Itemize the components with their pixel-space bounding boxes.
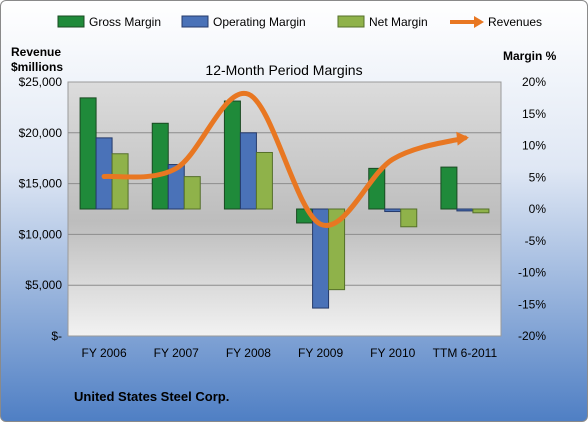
left-tick-label: $10,000 [19,227,63,241]
legend-label-gross-margin: Gross Margin [89,15,161,29]
bar-net-margin [111,153,129,210]
left-tick-label: $5,000 [25,278,62,292]
bar-operating-margin [384,208,402,213]
right-tick-label: -5% [525,234,547,248]
bar-net-margin [183,176,201,210]
category-axis: FY 2006 FY 2007 FY 2008 FY 2009 FY 2010 TTM 6… [82,346,498,360]
legend-label-revenues: Revenues [488,15,542,29]
category-label: FY 2007 [154,346,199,360]
right-axis: 20% 15% 10% 5% 0% -5% -10% -15% -20% [518,75,546,343]
company-name: United States Steel Corp. [74,389,229,404]
plot-area [67,81,502,337]
legend-item-operating-margin: Operating Margin [181,15,306,29]
category-label: FY 2009 [298,346,343,360]
legend-label-operating-margin: Operating Margin [213,15,306,29]
revenues-arrowhead [456,131,469,146]
bar-net-margin [328,208,346,291]
bar-net-margin [400,208,418,228]
legend-swatch-operating-margin [181,15,209,28]
legend-item-gross-margin: Gross Margin [57,15,161,29]
legend-label-net-margin: Net Margin [369,15,428,29]
left-tick-label: $- [51,329,62,343]
left-axis-title-line2: $millions [11,60,63,74]
gridlines [68,132,501,286]
left-tick-label: $20,000 [19,126,63,140]
legend-item-revenues: Revenues [450,15,542,29]
legend-arrow-revenues [474,16,484,28]
bar-gross-margin [223,100,241,210]
bar-gross-margin [440,166,458,210]
legend-swatch-gross-margin [57,15,85,28]
bar-gross-margin [151,122,169,210]
legend: Gross Margin Operating Margin Net Margin… [57,15,542,29]
left-axis: $25,000 $20,000 $15,000 $10,000 $5,000 $- [19,75,63,343]
right-axis-title: Margin % [503,49,557,63]
left-tick-label: $15,000 [19,177,63,191]
right-tick-label: -20% [518,329,546,343]
right-tick-label: -10% [518,266,546,280]
bar-operating-margin [95,137,113,210]
right-tick-label: 5% [529,170,547,184]
right-tick-label: 0% [529,202,547,216]
bar-operating-margin [239,132,257,210]
revenue-line [101,90,469,228]
chart-title: 12-Month Period Margins [205,62,362,78]
category-label: FY 2008 [226,346,271,360]
legend-swatch-net-margin [337,15,365,28]
legend-item-net-margin: Net Margin [337,15,428,29]
bar-operating-margin [456,208,474,212]
category-label: FY 2006 [82,346,127,360]
left-axis-title-line1: Revenue [11,45,61,59]
category-label: FY 2010 [370,346,415,360]
left-tick-label: $25,000 [19,75,63,89]
bar-net-margin [472,208,490,214]
bar-gross-margin [79,97,97,210]
category-label: TTM 6-2011 [433,346,498,360]
right-tick-label: -15% [518,297,546,311]
right-tick-label: 20% [522,75,546,89]
right-tick-label: 15% [522,107,546,121]
right-tick-label: 10% [522,139,546,153]
bar-net-margin [255,151,273,210]
